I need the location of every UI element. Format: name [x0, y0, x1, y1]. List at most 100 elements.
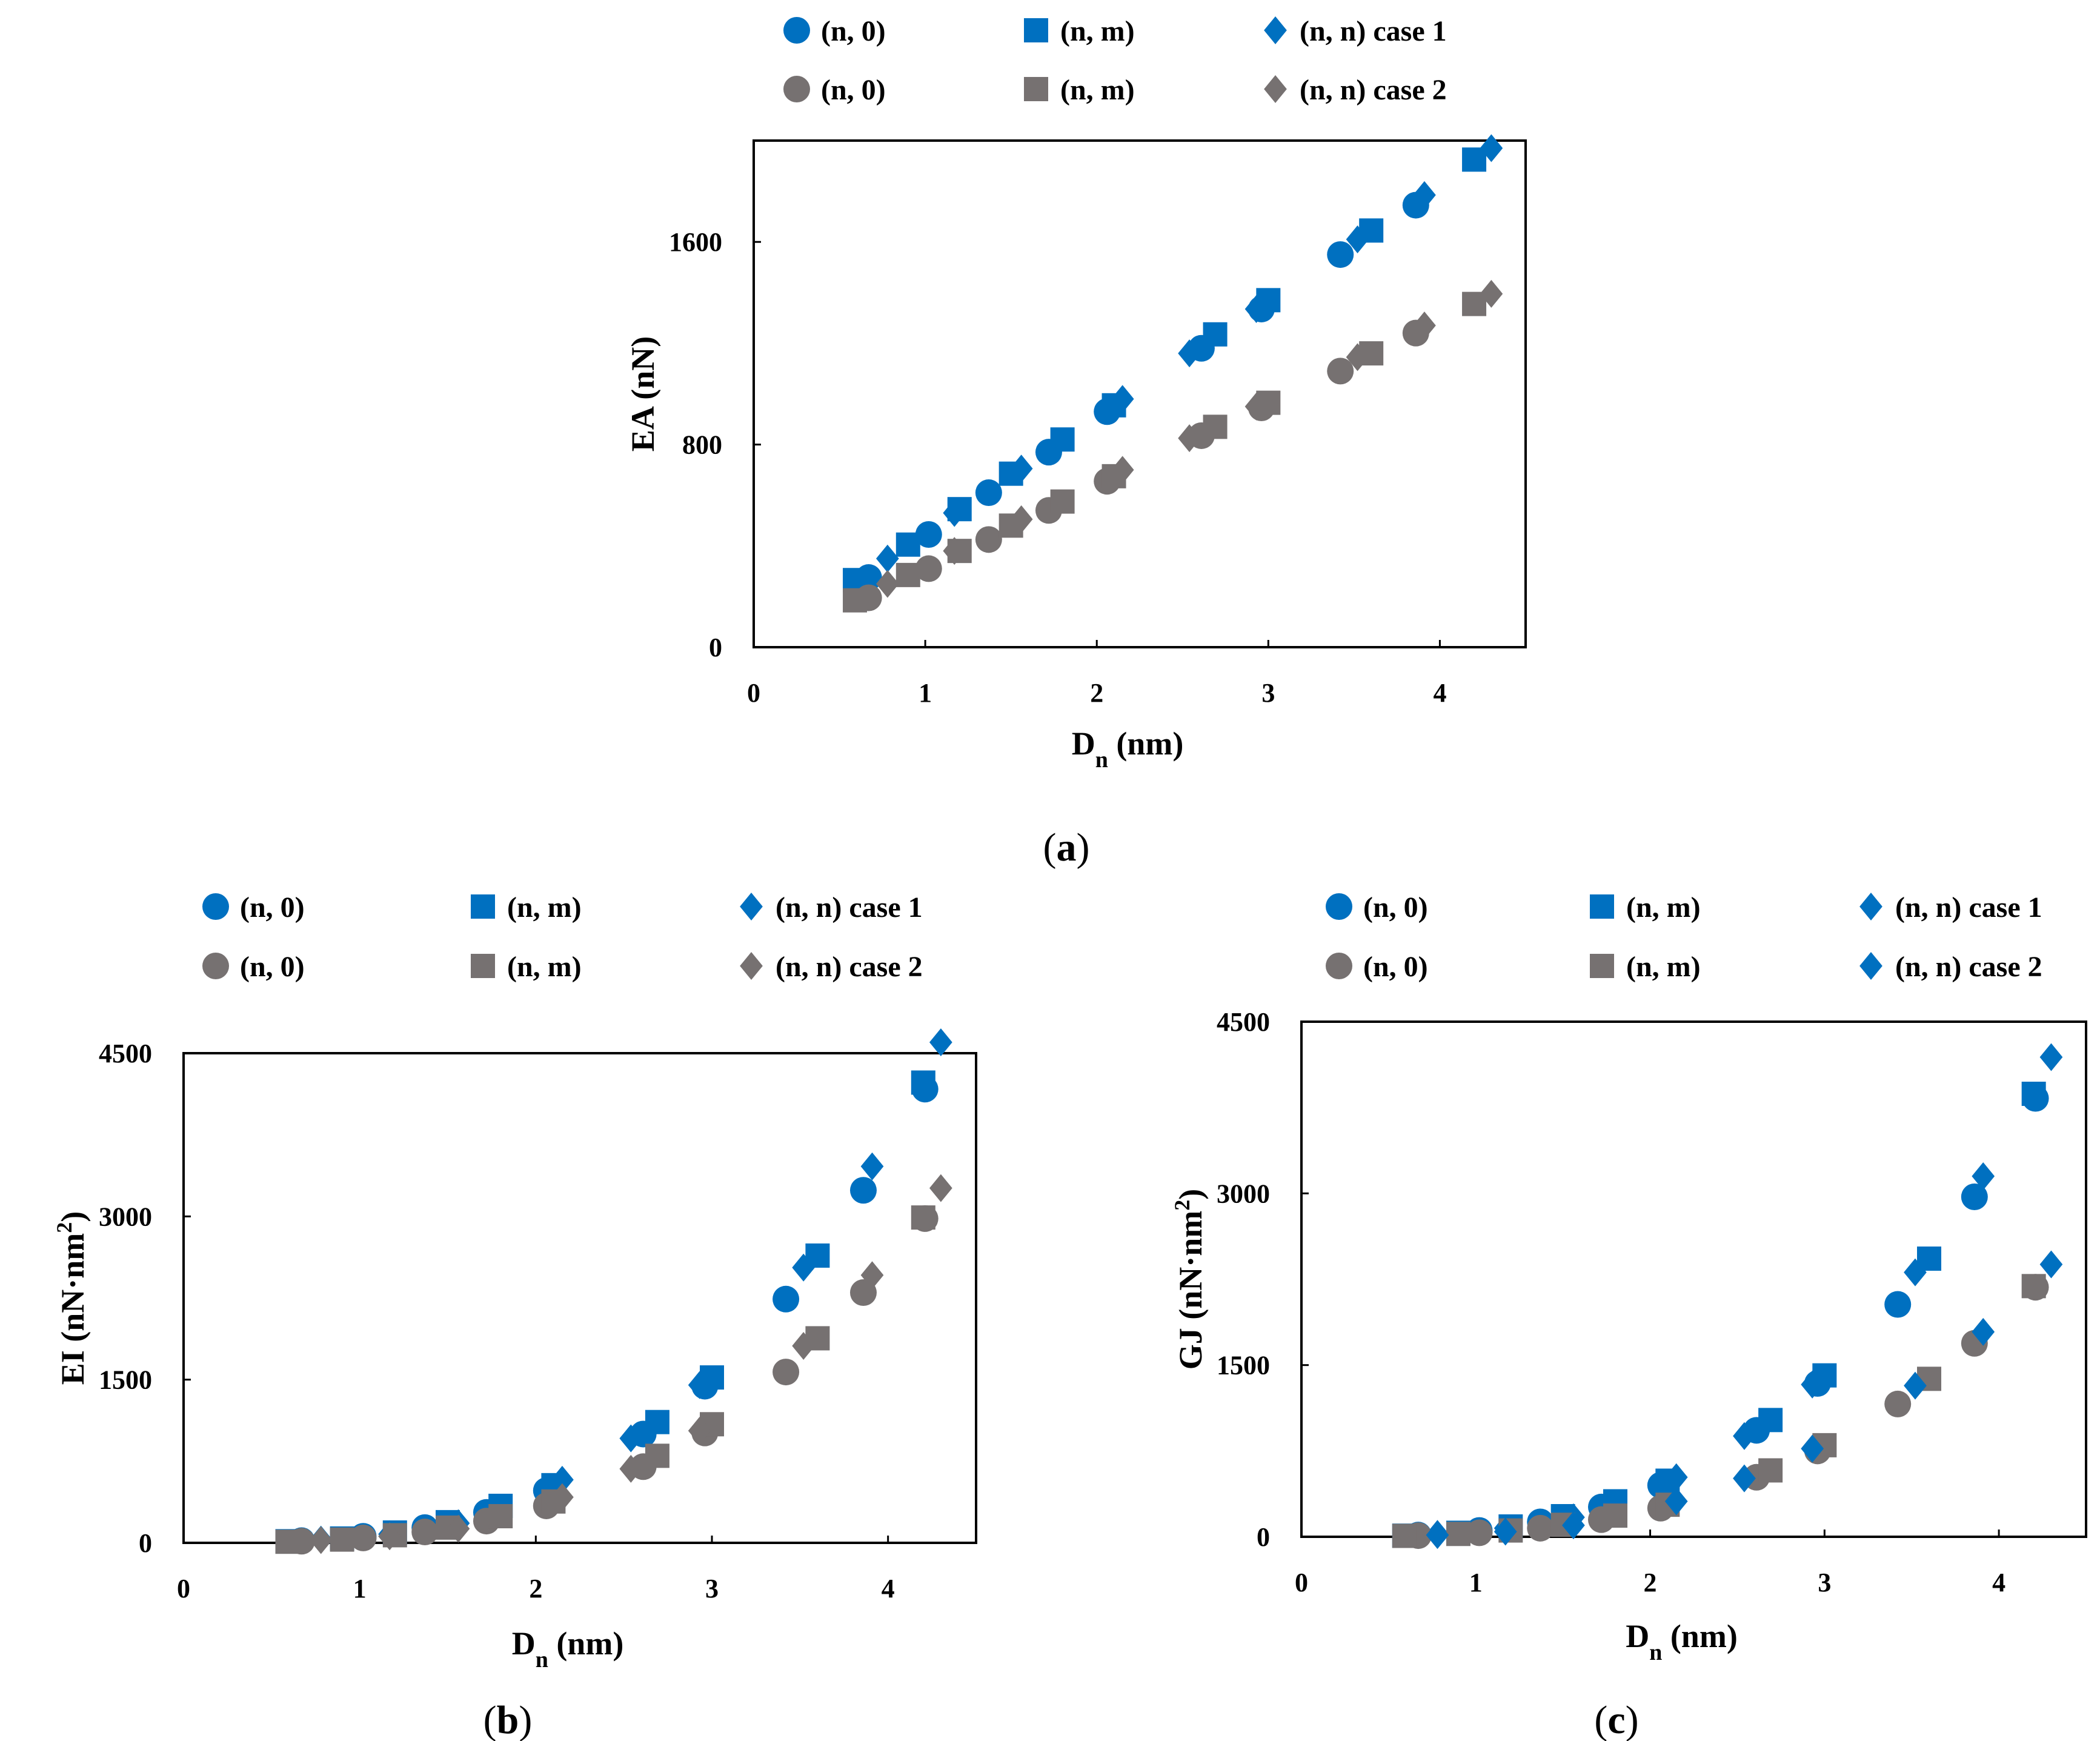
- data-point-diamond-blue-a: [1009, 454, 1033, 483]
- data-point-circle-blue-b: [849, 1177, 877, 1204]
- data-point-diamond-blue-c: [1972, 1317, 1995, 1346]
- data-point-diamond-blue-c: [1733, 1422, 1756, 1450]
- data-point-diamond-gray-b: [860, 1261, 884, 1290]
- data-point-circle-blue-a: [975, 479, 1002, 507]
- data-point-diamond-blue-c: [1972, 1162, 1995, 1190]
- x-tick-label-c: 4: [1992, 1568, 2005, 1597]
- y-tick-label-a: 800: [682, 430, 722, 460]
- panel-c: (n, 0) (n, m) (n, n) case 1 (n, 0) (n, m) (n,…: [1170, 891, 2087, 1741]
- data-point-diamond-blue-c: [1733, 1464, 1756, 1493]
- ticks-b: 0 1 2 3 4 0 1500 3000 4500: [99, 1039, 895, 1603]
- data-point-diamond-blue-a: [876, 544, 899, 573]
- data-point-square-gray-a: [1050, 489, 1075, 514]
- legend-label-c: (n, n) case 1: [1895, 891, 2042, 924]
- legend-circle-marker-b: [202, 953, 229, 979]
- data-point-diamond-blue-a: [1346, 225, 1369, 254]
- legend-label-a: (n, m): [1060, 15, 1135, 47]
- x-tick-label-c: 2: [1644, 1568, 1657, 1597]
- data-point-diamond-gray-b: [929, 1174, 952, 1202]
- x-axis-label-a: Dn (nm): [1072, 725, 1184, 773]
- data-point-circle-gray-c: [1527, 1514, 1554, 1542]
- y-tick-label-b: 0: [139, 1528, 152, 1558]
- legend-square-marker-a: [1024, 77, 1048, 101]
- data-point-diamond-blue-c: [1801, 1370, 1824, 1399]
- y-tick-label-c: 0: [1257, 1522, 1270, 1552]
- x-tick-label-b: 3: [705, 1574, 719, 1603]
- data-point-diamond-gray-a: [1009, 505, 1033, 533]
- data-point-circle-blue-a: [915, 521, 942, 548]
- legend-label-b: (n, m): [507, 891, 582, 924]
- data-point-square-blue-b: [645, 1410, 670, 1434]
- legend-label-a: (n, m): [1060, 74, 1135, 106]
- legend-square-marker-b: [471, 894, 495, 919]
- data-point-diamond-gray-a: [1244, 392, 1268, 421]
- data-point-square-gray-c: [2021, 1274, 2046, 1299]
- data-point-square-gray-a: [843, 588, 868, 613]
- data-point-circle-blue-c: [1961, 1183, 1988, 1210]
- points-a: [843, 134, 1503, 613]
- legend-label-b: (n, n) case 2: [776, 951, 923, 983]
- x-axis-label-b: Dn (nm): [512, 1625, 624, 1673]
- legend-square-marker-c: [1590, 954, 1614, 978]
- data-point-circle-blue-b: [773, 1285, 800, 1313]
- x-tick-label-b: 0: [177, 1574, 190, 1603]
- data-point-circle-gray-a: [1327, 358, 1354, 385]
- data-point-circle-gray-a: [975, 526, 1002, 553]
- data-point-diamond-gray-a: [1413, 311, 1436, 340]
- legend-label-b: (n, m): [507, 951, 582, 983]
- data-point-square-gray-c: [1758, 1458, 1783, 1483]
- legend-diamond-marker-c: [1859, 952, 1882, 980]
- legend-label-c: (n, 0): [1363, 951, 1428, 983]
- data-point-square-blue-b: [911, 1070, 935, 1095]
- legend-label-c: (n, n) case 2: [1895, 951, 2042, 983]
- legend-circle-marker-c: [1326, 953, 1352, 979]
- points-b: [275, 1028, 952, 1555]
- y-tick-label-c: 3000: [1217, 1179, 1270, 1208]
- data-point-diamond-gray-b: [619, 1454, 643, 1483]
- panel-caption-a: (a): [1043, 825, 1090, 870]
- x-tick-label-c: 1: [1469, 1568, 1483, 1597]
- data-point-diamond-gray-a: [1111, 456, 1134, 484]
- legend-circle-marker-a: [783, 17, 810, 44]
- data-point-square-blue-a: [1462, 147, 1487, 172]
- legend-label-c: (n, m): [1626, 951, 1701, 983]
- y-tick-label-b: 1500: [99, 1365, 152, 1395]
- data-point-diamond-blue-c: [2039, 1250, 2063, 1279]
- panel-caption-c: (c): [1594, 1698, 1638, 1741]
- y-axis-label-a: EA (nN): [625, 336, 661, 452]
- legend-diamond-marker-b: [740, 952, 763, 980]
- data-point-diamond-blue-c: [1664, 1463, 1688, 1491]
- data-point-diamond-blue-a: [1244, 295, 1268, 323]
- data-point-diamond-blue-b: [860, 1152, 884, 1180]
- data-point-diamond-blue-c: [2039, 1043, 2063, 1071]
- data-point-diamond-blue-c: [1494, 1517, 1517, 1546]
- plot-area-b: [182, 1052, 977, 1544]
- x-axis-label-c: Dn (nm): [1626, 1618, 1738, 1665]
- x-tick-label-b: 4: [882, 1574, 895, 1603]
- data-point-diamond-blue-a: [1178, 339, 1201, 368]
- data-point-diamond-gray-b: [551, 1483, 574, 1511]
- data-point-diamond-blue-a: [1111, 385, 1134, 413]
- data-point-diamond-blue-c: [1904, 1371, 1927, 1400]
- legend-circle-marker-c: [1326, 893, 1352, 920]
- legend-diamond-marker-a: [1264, 16, 1287, 44]
- data-point-square-gray-c: [1446, 1522, 1470, 1546]
- legend-label-b: (n, 0): [240, 951, 305, 983]
- x-tick-label-a: 2: [1090, 678, 1103, 708]
- x-tick-label-b: 1: [353, 1574, 367, 1603]
- data-point-diamond-blue-b: [688, 1371, 711, 1399]
- data-point-diamond-gray-b: [309, 1526, 333, 1554]
- data-point-diamond-blue-a: [1480, 134, 1503, 162]
- data-point-square-gray-a: [895, 562, 920, 587]
- data-point-diamond-gray-a: [1178, 424, 1201, 453]
- x-tick-label-c: 0: [1295, 1568, 1308, 1597]
- data-point-diamond-blue-c: [1562, 1511, 1585, 1540]
- data-point-circle-gray-b: [350, 1524, 377, 1551]
- data-point-circle-blue-a: [1327, 241, 1354, 268]
- data-point-square-gray-b: [911, 1205, 935, 1230]
- y-tick-label-c: 4500: [1217, 1007, 1270, 1037]
- x-tick-label-c: 3: [1818, 1568, 1831, 1597]
- data-point-diamond-gray-b: [792, 1332, 816, 1360]
- legend-label-b: (n, 0): [240, 891, 305, 924]
